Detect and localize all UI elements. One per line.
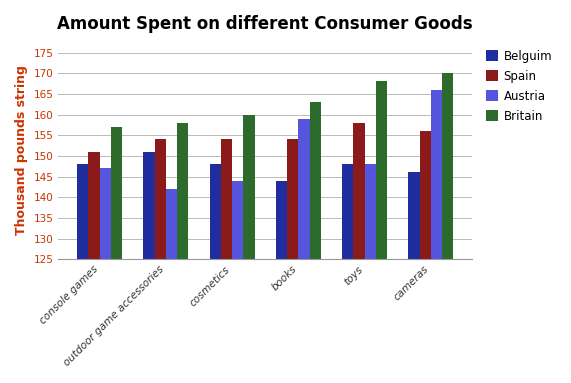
Bar — [77, 164, 89, 259]
Bar — [111, 127, 122, 259]
Bar — [342, 164, 353, 259]
Bar — [166, 189, 177, 259]
Bar — [376, 82, 387, 259]
Bar — [99, 168, 111, 259]
Bar — [89, 152, 99, 259]
Bar — [276, 181, 287, 259]
Bar — [442, 73, 453, 259]
Bar — [287, 139, 299, 259]
Bar — [365, 164, 376, 259]
Bar — [243, 115, 255, 259]
Bar — [431, 90, 442, 259]
Bar — [143, 152, 155, 259]
Bar — [210, 164, 221, 259]
Bar — [408, 172, 420, 259]
Y-axis label: Thousand pounds string: Thousand pounds string — [15, 65, 28, 235]
Bar — [155, 139, 166, 259]
Bar — [420, 131, 431, 259]
Bar — [221, 139, 232, 259]
Bar — [232, 181, 243, 259]
Bar — [299, 119, 309, 259]
Bar — [177, 123, 188, 259]
Legend: Belguim, Spain, Austria, Britain: Belguim, Spain, Austria, Britain — [482, 46, 556, 126]
Bar — [353, 123, 365, 259]
Bar — [309, 102, 321, 259]
Title: Amount Spent on different Consumer Goods: Amount Spent on different Consumer Goods — [58, 15, 473, 33]
